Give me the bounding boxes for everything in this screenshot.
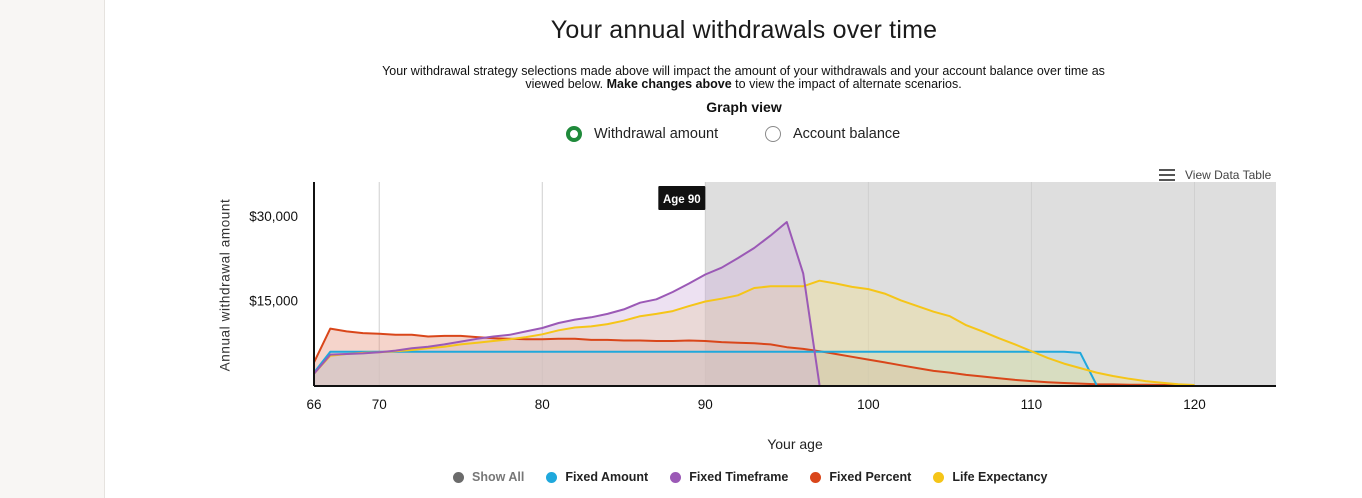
radio-withdrawal-amount[interactable]: Withdrawal amount [566, 124, 718, 144]
x-tick-label: 110 [1021, 397, 1043, 412]
legend-dot-icon [453, 471, 464, 483]
x-tick-label: 100 [857, 397, 880, 412]
chart-legend: Show All Fixed Amount Fixed Timeframe Fixed… [453, 470, 1070, 484]
radio-label: Withdrawal amount [594, 126, 719, 142]
x-tick-label: 70 [372, 397, 387, 412]
page-title: Your annual withdrawals over time [550, 16, 938, 44]
y-tick-label: $15,000 [249, 293, 298, 308]
view-data-table-label: View Data Table [1185, 168, 1272, 182]
series-area-fixed-timeframe [314, 222, 820, 385]
series-area-fixed-amount [314, 351, 1097, 385]
tooltip-box [658, 186, 706, 210]
description-text-end: to view the impact of alternate scenario… [735, 77, 962, 91]
x-axis-label: Your age [767, 436, 823, 452]
description: Your withdrawal strategy selections made… [380, 65, 1107, 91]
legend-item-show-all[interactable]: Show All [453, 470, 524, 484]
legend-label: Fixed Timeframe [689, 470, 789, 484]
legend-item-fixed-percent[interactable]: Fixed Percent [810, 470, 911, 484]
legend-item-fixed-timeframe[interactable]: Fixed Timeframe [670, 470, 788, 484]
legend-dot-icon [933, 471, 945, 483]
radio-selected-icon[interactable] [566, 126, 582, 142]
series-area-life-expectancy [314, 280, 1195, 385]
menu-icon[interactable] [1159, 168, 1175, 182]
x-tick-label: 80 [535, 397, 550, 412]
legend-label: Life Expectancy [952, 470, 1048, 484]
legend-label: Fixed Percent [829, 470, 912, 484]
legend-dot-icon [546, 471, 558, 483]
series-line-fixed-amount [313, 350, 1098, 386]
left-rail [0, 0, 105, 498]
legend-dot-icon [670, 471, 682, 483]
legend-item-life-expectancy[interactable]: Life Expectancy [933, 470, 1048, 484]
series-area-fixed-percent [314, 328, 1195, 385]
tooltip-label: Age 90 [663, 194, 701, 206]
x-tick-label: 90 [698, 397, 713, 412]
graph-view-label: Graph view [706, 99, 782, 115]
legend-dot-icon [810, 471, 822, 483]
x-tick-label: 120 [1183, 397, 1206, 412]
y-tick-label: $30,000 [249, 209, 298, 224]
radio-label: Account balance [793, 126, 901, 142]
series-line-life-expectancy [313, 279, 1195, 386]
description-bold: Make changes above [606, 77, 732, 91]
series-line-fixed-timeframe [313, 221, 821, 386]
legend-label: Fixed Amount [565, 470, 649, 484]
view-data-table-button[interactable]: View Data Table [1159, 166, 1271, 184]
legend-item-fixed-amount[interactable]: Fixed Amount [546, 470, 648, 484]
legend-label: Show All [472, 470, 525, 484]
y-axis-label: Annual withdrawal amount [217, 198, 233, 372]
x-tick-label: 66 [306, 397, 321, 412]
radio-account-balance[interactable]: Account balance [765, 124, 900, 144]
radio-unselected-icon[interactable] [765, 126, 781, 142]
series-line-fixed-percent [313, 327, 1195, 386]
description-text: Your withdrawal strategy selections made… [382, 64, 1105, 91]
